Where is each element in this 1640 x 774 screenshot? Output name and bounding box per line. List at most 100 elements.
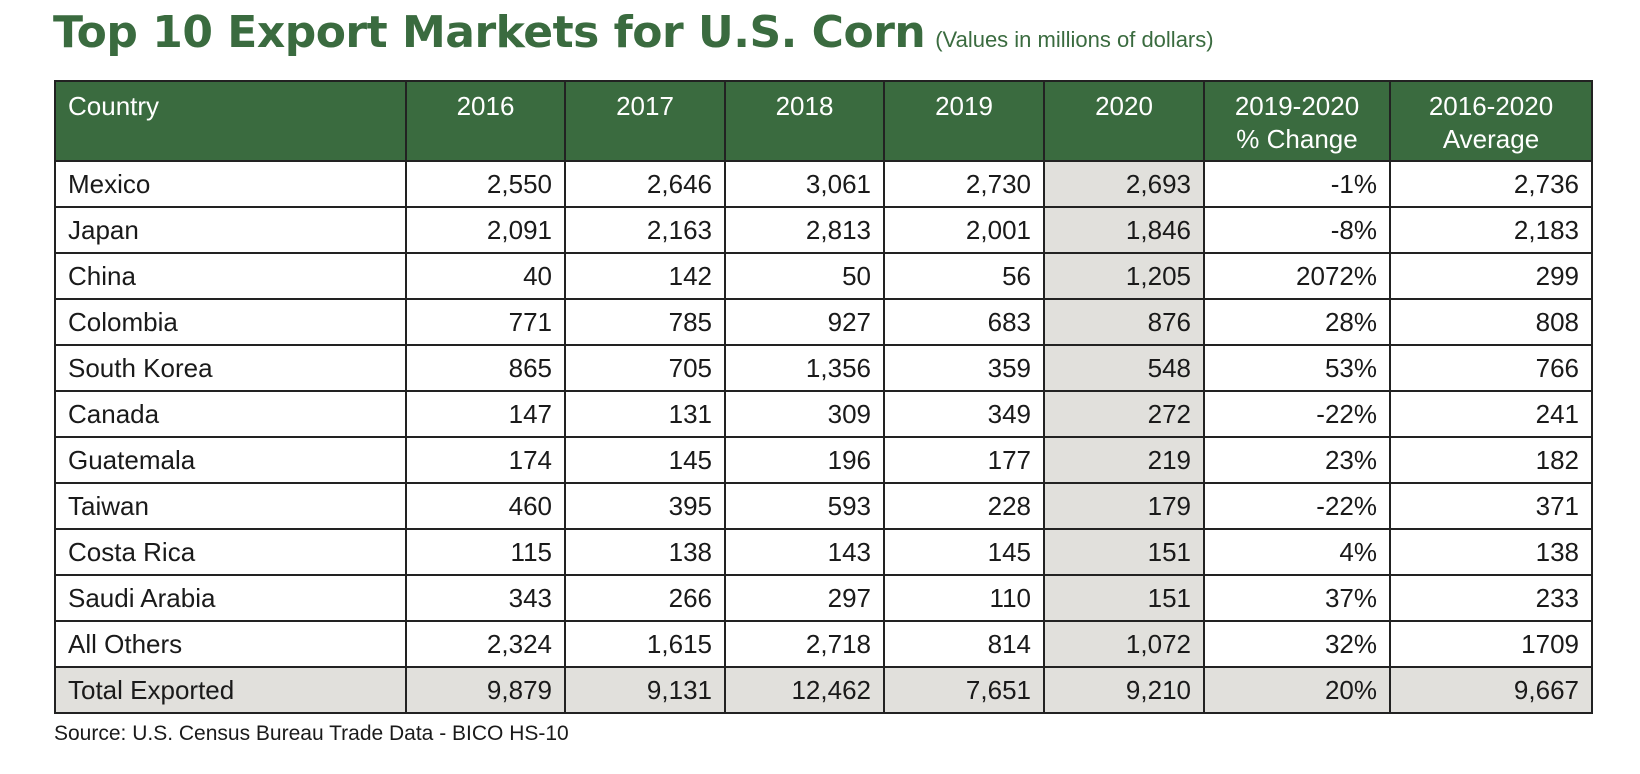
cell-2017: 145 (564, 436, 726, 484)
cell-2019: 359 (883, 344, 1045, 392)
header-row: Country 2016 2017 2018 2019 2020 2019-2020% Ch… (54, 80, 1593, 162)
table-row: Canada 147 131 309 349 272 -22% 241 (54, 390, 1593, 438)
header-label-line1: 2016 (456, 91, 515, 121)
cell-2019: 228 (883, 482, 1045, 530)
cell-2020: 272 (1043, 390, 1205, 438)
header-2018: 2018 (724, 80, 885, 162)
cell-2016: 2,550 (405, 160, 566, 208)
table-row: Japan 2,091 2,163 2,813 2,001 1,846 -8% 2,183 (54, 206, 1593, 254)
cell-country: Japan (54, 206, 407, 254)
table-header: Country 2016 2017 2018 2019 2020 2019-2020% Ch… (54, 80, 1593, 162)
cell-2019: 145 (883, 528, 1045, 576)
cell-2019: 2,730 (883, 160, 1045, 208)
cell-average: 371 (1389, 482, 1593, 530)
header-label-line1: 2018 (775, 91, 834, 121)
table-row: Costa Rica 115 138 143 145 151 4% 138 (54, 528, 1593, 576)
cell-2018: 309 (724, 390, 885, 438)
cell-2016: 115 (405, 528, 566, 576)
cell-2018: 927 (724, 298, 885, 346)
total-cell-2020: 9,210 (1043, 666, 1205, 714)
cell-2019: 349 (883, 390, 1045, 438)
cell-average: 1709 (1389, 620, 1593, 668)
cell-2018: 2,813 (724, 206, 885, 254)
cell-2017: 705 (564, 344, 726, 392)
total-cell-average: 9,667 (1389, 666, 1593, 714)
cell-2016: 771 (405, 298, 566, 346)
table-row: Colombia 771 785 927 683 876 28% 808 (54, 298, 1593, 346)
total-cell-change: 20% (1203, 666, 1391, 714)
cell-average: 182 (1389, 436, 1593, 484)
cell-2020: 548 (1043, 344, 1205, 392)
cell-2018: 1,356 (724, 344, 885, 392)
header-label-line1: 2017 (616, 91, 674, 121)
cell-country: China (54, 252, 407, 300)
table-body: Mexico 2,550 2,646 3,061 2,730 2,693 -1% 2,736 J… (54, 160, 1593, 714)
cell-change: 32% (1203, 620, 1391, 668)
cell-change: 2072% (1203, 252, 1391, 300)
cell-change: -22% (1203, 390, 1391, 438)
source-note: Source: U.S. Census Bureau Trade Data - … (54, 722, 569, 745)
cell-2019: 110 (883, 574, 1045, 622)
title-row: Top 10 Export Markets for U.S. Corn (Val… (53, 2, 1214, 64)
total-cell-2017: 9,131 (564, 666, 726, 714)
cell-average: 2,183 (1389, 206, 1593, 254)
cell-change: 28% (1203, 298, 1391, 346)
total-cell-2018: 12,462 (724, 666, 885, 714)
cell-average: 299 (1389, 252, 1593, 300)
cell-change: 53% (1203, 344, 1391, 392)
cell-average: 241 (1389, 390, 1593, 438)
cell-2020: 219 (1043, 436, 1205, 484)
header-2019: 2019 (883, 80, 1045, 162)
cell-average: 2,736 (1389, 160, 1593, 208)
cell-2020: 1,205 (1043, 252, 1205, 300)
cell-2018: 2,718 (724, 620, 885, 668)
cell-average: 233 (1389, 574, 1593, 622)
cell-average: 766 (1389, 344, 1593, 392)
cell-2016: 2,324 (405, 620, 566, 668)
cell-2018: 593 (724, 482, 885, 530)
table-row: Guatemala 174 145 196 177 219 23% 182 (54, 436, 1593, 484)
cell-2020: 179 (1043, 482, 1205, 530)
cell-2018: 297 (724, 574, 885, 622)
table-row: Taiwan 460 395 593 228 179 -22% 371 (54, 482, 1593, 530)
cell-2017: 395 (564, 482, 726, 530)
header-2016: 2016 (405, 80, 566, 162)
export-markets-table: Country 2016 2017 2018 2019 2020 2019-2020% Ch… (54, 80, 1593, 714)
cell-2020: 876 (1043, 298, 1205, 346)
cell-change: 4% (1203, 528, 1391, 576)
table-row: South Korea 865 705 1,356 359 548 53% 766 (54, 344, 1593, 392)
cell-change: -8% (1203, 206, 1391, 254)
page-title: Top 10 Export Markets for U.S. Corn (53, 7, 926, 58)
cell-2018: 143 (724, 528, 885, 576)
page-subtitle: (Values in millions of dollars) (935, 27, 1214, 52)
cell-2017: 138 (564, 528, 726, 576)
cell-2016: 40 (405, 252, 566, 300)
header-average: 2016-2020 Average (1389, 80, 1593, 162)
cell-2017: 131 (564, 390, 726, 438)
cell-country: Mexico (54, 160, 407, 208)
cell-2017: 266 (564, 574, 726, 622)
cell-country: Taiwan (54, 482, 407, 530)
cell-2018: 196 (724, 436, 885, 484)
cell-2020: 151 (1043, 574, 1205, 622)
cell-country: Saudi Arabia (54, 574, 407, 622)
cell-change: 37% (1203, 574, 1391, 622)
cell-2016: 865 (405, 344, 566, 392)
cell-2020: 2,693 (1043, 160, 1205, 208)
cell-2016: 460 (405, 482, 566, 530)
cell-2020: 1,846 (1043, 206, 1205, 254)
cell-2020: 1,072 (1043, 620, 1205, 668)
cell-2016: 2,091 (405, 206, 566, 254)
cell-2016: 174 (405, 436, 566, 484)
cell-2019: 814 (883, 620, 1045, 668)
header-label-line1: 2016-2020 (1428, 91, 1554, 121)
header-label-line2: Average (1442, 124, 1540, 154)
cell-country: Canada (54, 390, 407, 438)
table-row: China 40 142 50 56 1,205 2072% 299 (54, 252, 1593, 300)
cell-country: South Korea (54, 344, 407, 392)
cell-change: -22% (1203, 482, 1391, 530)
cell-average: 138 (1389, 528, 1593, 576)
total-cell-2016: 9,879 (405, 666, 566, 714)
cell-average: 808 (1389, 298, 1593, 346)
total-row: Total Exported 9,879 9,131 12,462 7,651 9,210… (54, 666, 1593, 714)
